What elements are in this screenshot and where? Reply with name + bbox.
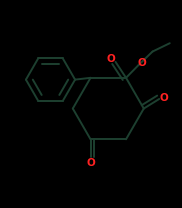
Text: O: O [86, 158, 95, 168]
Text: O: O [138, 58, 147, 68]
Text: O: O [107, 54, 115, 64]
Text: O: O [160, 93, 169, 103]
